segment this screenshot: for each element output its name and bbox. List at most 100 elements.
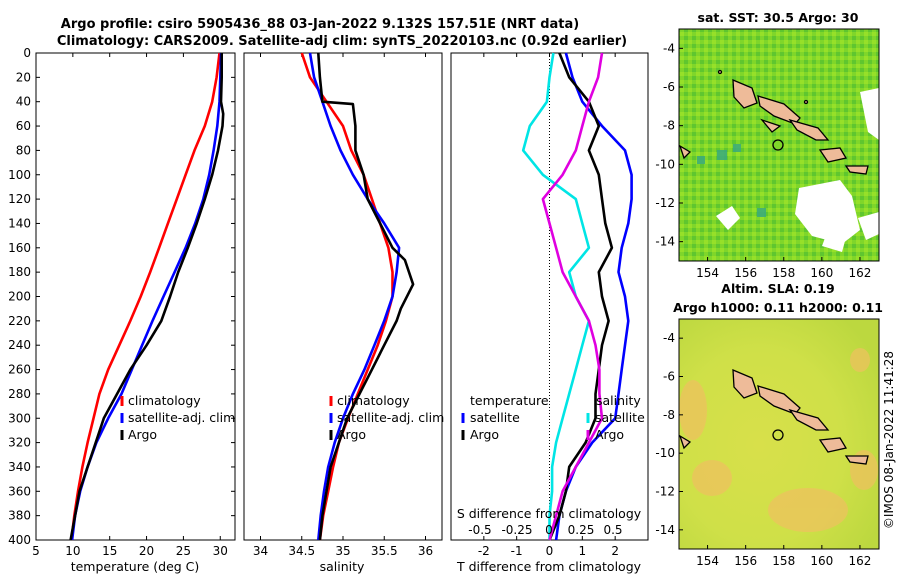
lat-tick-label: -4 — [663, 331, 675, 345]
lon-tick-label: 158 — [772, 554, 795, 568]
depth-tick-label: 220 — [8, 314, 31, 328]
sst-blank-areas — [716, 88, 879, 252]
sla-warm-patches — [679, 348, 878, 532]
lat-tick-label: -10 — [655, 157, 675, 171]
s-difference-ticks: -0.5 -0.25 0 0.25 0.5 — [468, 523, 622, 537]
legend-t-argo: Argo — [470, 427, 499, 442]
x-tick-label: 20 — [139, 544, 154, 558]
imos-watermark: ©IMOS 08-Jan-2022 11:41:28 — [882, 351, 896, 529]
depth-tick-label: 0 — [23, 46, 31, 60]
depth-tick-label: 200 — [8, 290, 31, 304]
legend-salinity-title: salinity — [596, 393, 641, 408]
depth-tick-label: 400 — [8, 533, 31, 547]
series-line-argo — [69, 53, 225, 541]
lon-tick-label: 158 — [772, 266, 795, 280]
lat-tick-label: -8 — [663, 408, 675, 422]
legend-argo: Argo — [128, 427, 157, 442]
depth-tick-label: 120 — [8, 192, 31, 206]
sla-lat-axis: -4 -6 -8 -10 -12 -14 — [655, 331, 683, 537]
s-difference-xlabel: S difference from climatology — [457, 506, 642, 521]
lat-tick-label: -10 — [655, 446, 675, 460]
sst-lat-axis: -4 -6 -8 -10 -12 -14 — [655, 41, 683, 249]
legend-climatology: climatology — [337, 393, 410, 408]
lon-tick-label: 162 — [848, 554, 871, 568]
lon-tick-label: 162 — [848, 266, 871, 280]
legend-s-argo: Argo — [595, 427, 624, 442]
depth-tick-label: 320 — [8, 436, 31, 450]
salinity-panel: 34 34.5 35 35.5 36 salinity climatology sate… — [243, 52, 444, 574]
sst-argo-marker — [772, 139, 784, 151]
difference-x-axis: -2 -1 0 1 2 — [478, 53, 619, 558]
lon-tick-label: 154 — [696, 554, 719, 568]
legend-satellite-adj: satellite-adj. clim — [128, 410, 235, 425]
legend-satellite-adj: satellite-adj. clim — [337, 410, 444, 425]
sst-map: sat. SST: 30.5 Argo: 30 1 — [655, 10, 880, 280]
lon-tick-label: 160 — [810, 266, 833, 280]
sst-cool-patches — [697, 144, 766, 217]
depth-tick-label: 100 — [8, 168, 31, 182]
s-diff-tick-label: 0 — [545, 523, 553, 537]
sla-map-title-line2: Argo h1000: 0.11 h2000: 0.11 — [673, 300, 883, 315]
legend-climatology: climatology — [128, 393, 201, 408]
sla-map-title-line1: Altim. SLA: 0.19 — [721, 281, 834, 296]
depth-tick-label: 140 — [8, 216, 31, 230]
sla-lon-axis: 154 156 158 160 162 — [696, 545, 871, 568]
x-tick-label: 30 — [213, 544, 228, 558]
lat-tick-label: -14 — [655, 523, 675, 537]
salinity-lines — [300, 52, 415, 541]
x-tick-label: 35 — [335, 544, 350, 558]
difference-lines — [521, 52, 633, 541]
temperature-xlabel: temperature (deg C) — [71, 559, 200, 574]
figure-title-line1: Argo profile: csiro 5905436_88 03-Jan-20… — [61, 17, 579, 32]
depth-tick-label: 160 — [8, 241, 31, 255]
sla-map: Altim. SLA: 0.19 Argo h1000: 0.11 h2000:… — [655, 281, 883, 568]
depth-tick-label: 340 — [8, 460, 31, 474]
sla-islands — [678, 368, 869, 465]
x-tick-label: 36 — [418, 544, 433, 558]
legend-temperature-title: temperature — [470, 393, 549, 408]
t-difference-xlabel: T difference from climatology — [456, 559, 642, 574]
x-tick-label: 35.5 — [371, 544, 398, 558]
depth-tick-label: 180 — [8, 265, 31, 279]
sla-argo-marker — [772, 429, 784, 441]
depth-tick-label: 40 — [16, 95, 31, 109]
lat-tick-label: -4 — [663, 41, 675, 55]
x-tick-label: 5 — [32, 544, 40, 558]
series-line-s-argo — [541, 52, 604, 541]
x-tick-label: -2 — [478, 544, 490, 558]
sst-lon-axis: 154 156 158 160 162 — [696, 257, 871, 280]
lat-tick-label: -12 — [655, 485, 675, 499]
depth-tick-label: 240 — [8, 338, 31, 352]
lon-tick-label: 156 — [734, 554, 757, 568]
x-tick-label: 25 — [176, 544, 191, 558]
s-diff-tick-label: -0.25 — [501, 523, 532, 537]
salinity-xlabel: salinity — [320, 559, 365, 574]
x-tick-label: 2 — [611, 544, 619, 558]
depth-tick-label: 80 — [16, 143, 31, 157]
legend-argo: Argo — [337, 427, 366, 442]
lat-tick-label: -6 — [663, 370, 675, 384]
depth-tick-label: 260 — [8, 363, 31, 377]
salinity-x-axis: 34 34.5 35 35.5 36 — [253, 53, 433, 558]
lat-tick-label: -8 — [663, 119, 675, 133]
difference-panel: -2 -1 0 1 2 T difference from climatology S … — [450, 52, 649, 574]
lat-tick-label: -6 — [663, 80, 675, 94]
temperature-x-axis: 5 10 15 20 25 30 — [32, 53, 228, 558]
sst-map-title: sat. SST: 30.5 Argo: 30 — [698, 10, 859, 25]
figure-title-line2: Climatology: CARS2009. Satellite-adj cli… — [57, 34, 627, 49]
x-tick-label: 10 — [65, 544, 80, 558]
x-tick-label: 1 — [579, 544, 587, 558]
legend-t-satellite: satellite — [470, 410, 520, 425]
series-line-satellite-adj-clim — [308, 52, 401, 541]
lon-tick-label: 156 — [734, 266, 757, 280]
legend-s-satellite: satellite — [595, 410, 645, 425]
temperature-panel: 0204060801001201401601802002202402602803… — [8, 46, 648, 574]
series-line-t-argo — [548, 52, 614, 541]
lat-tick-label: -14 — [655, 235, 675, 249]
lon-tick-label: 160 — [810, 554, 833, 568]
depth-tick-label: 20 — [16, 70, 31, 84]
lon-tick-label: 154 — [696, 266, 719, 280]
depth-tick-label: 60 — [16, 119, 31, 133]
depth-tick-label: 380 — [8, 509, 31, 523]
s-diff-tick-label: 0.25 — [568, 523, 595, 537]
